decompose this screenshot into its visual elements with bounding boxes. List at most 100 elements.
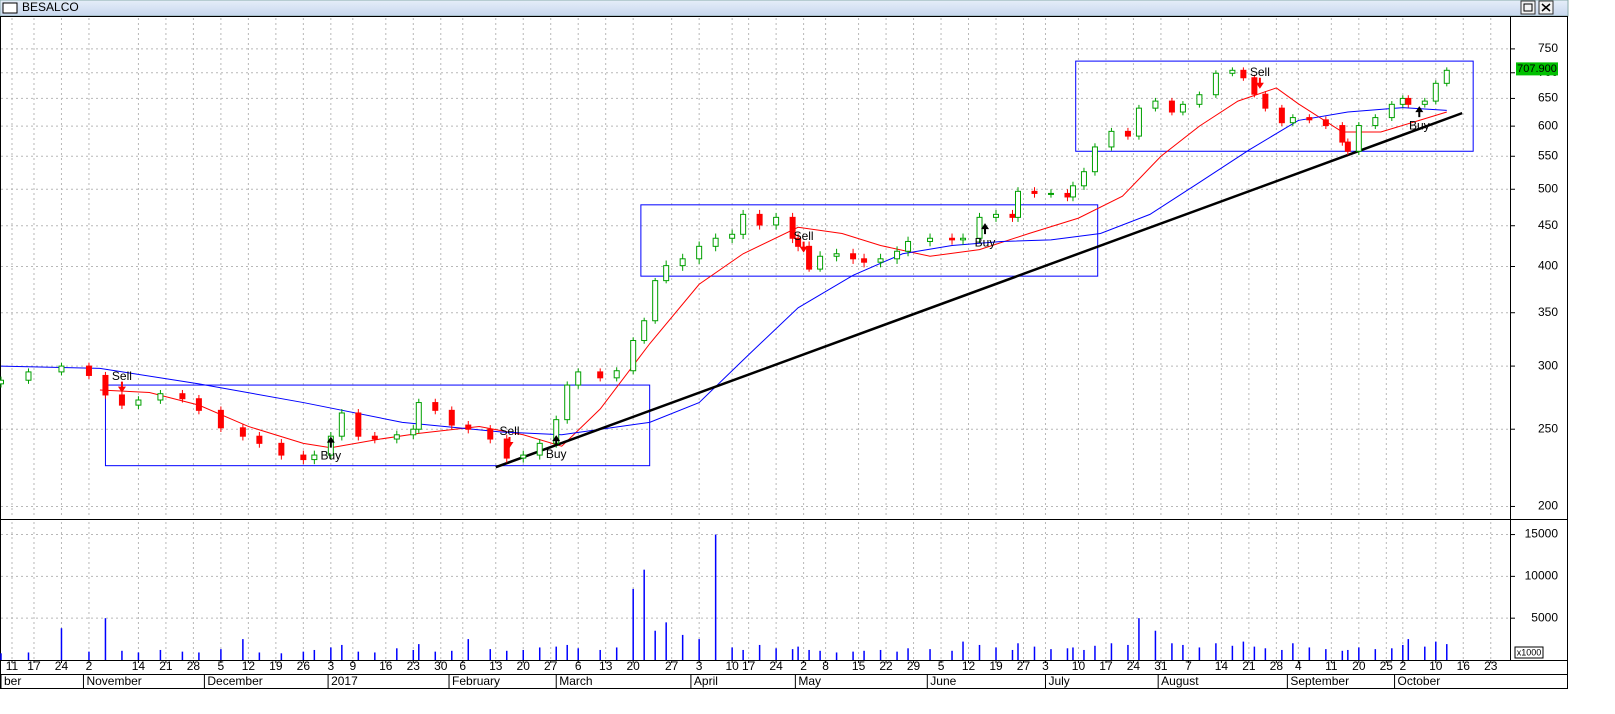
volume-bar bbox=[1231, 645, 1234, 660]
volume-bar bbox=[929, 649, 931, 660]
candle-body bbox=[1240, 69, 1247, 79]
moving-average bbox=[0, 107, 1447, 436]
y-tick-label: 500 bbox=[1538, 181, 1558, 195]
volume-bar bbox=[1127, 644, 1129, 660]
x-tick-label: 10 bbox=[725, 659, 739, 673]
unit-label: x1000 bbox=[1517, 647, 1542, 657]
candle-body bbox=[1355, 125, 1362, 152]
x-tick-label: 12 bbox=[242, 659, 256, 673]
candle-body bbox=[1344, 141, 1351, 152]
candle-body bbox=[1322, 119, 1329, 127]
candle-body bbox=[1229, 69, 1236, 74]
candle-body bbox=[1031, 190, 1038, 194]
x-tick-label: 29 bbox=[907, 659, 921, 673]
last-price-box bbox=[1516, 62, 1558, 76]
candle-body bbox=[1014, 190, 1021, 218]
candle-body bbox=[564, 384, 571, 421]
restore-button[interactable] bbox=[1520, 0, 1536, 15]
volume-bar bbox=[962, 641, 964, 660]
candle-body bbox=[278, 442, 285, 456]
volume-bar bbox=[280, 653, 283, 660]
volume-bar bbox=[879, 649, 882, 660]
x-tick-label: 4 bbox=[1295, 659, 1302, 673]
month-label: June bbox=[930, 674, 956, 688]
candle-body bbox=[1306, 117, 1313, 121]
volume-bar bbox=[522, 649, 524, 660]
candle-body bbox=[338, 412, 345, 437]
volume-bar bbox=[1391, 648, 1393, 660]
candle-body bbox=[861, 258, 868, 263]
candle-body bbox=[613, 370, 620, 379]
y-tick-label: 15000 bbox=[1525, 527, 1559, 541]
month-label: May bbox=[798, 674, 821, 688]
candle-body bbox=[256, 435, 263, 444]
volume-bar bbox=[643, 569, 645, 660]
y-tick-label: 750 bbox=[1538, 41, 1558, 55]
x-tick-label: 16 bbox=[379, 659, 393, 673]
candle-body bbox=[712, 237, 719, 247]
volume-bar bbox=[1407, 639, 1410, 660]
candle-body bbox=[465, 424, 472, 430]
candle-body bbox=[1262, 93, 1269, 109]
candle-body bbox=[575, 371, 582, 386]
title-bar bbox=[0, 0, 1569, 17]
y-tick-label: 550 bbox=[1538, 148, 1558, 162]
candle-body bbox=[1251, 77, 1258, 95]
x-tick-label: 5 bbox=[218, 659, 225, 673]
candle-body bbox=[679, 258, 686, 267]
candle-body bbox=[239, 427, 246, 437]
window-title: BESALCO bbox=[22, 0, 79, 14]
volume-bar bbox=[418, 644, 420, 660]
x-tick-label: 13 bbox=[599, 659, 613, 673]
volume-bar bbox=[137, 652, 140, 660]
candle-body bbox=[949, 237, 956, 241]
volume-bar bbox=[819, 650, 821, 660]
month-label: April bbox=[694, 674, 718, 688]
annotation: Sell bbox=[499, 424, 519, 438]
candle-body bbox=[850, 253, 857, 260]
x-tick-label: 7 bbox=[1185, 659, 1192, 673]
x-tick-label: 21 bbox=[1242, 659, 1256, 673]
month-label: March bbox=[559, 674, 592, 688]
close-icon bbox=[1541, 3, 1551, 12]
x-tick-label: 25 bbox=[1380, 659, 1394, 673]
volume-bar bbox=[1033, 646, 1036, 660]
volume-bar bbox=[1358, 647, 1360, 660]
x-tick-label: 20 bbox=[627, 659, 641, 673]
candle-body bbox=[135, 399, 142, 406]
candle-body bbox=[1405, 97, 1412, 105]
volume-bar bbox=[1182, 644, 1184, 660]
candle-body bbox=[740, 213, 747, 235]
volume-bar bbox=[357, 651, 360, 660]
volume-bar bbox=[555, 646, 557, 660]
candle-body bbox=[696, 245, 703, 260]
x-tick-label: 17 bbox=[27, 659, 41, 673]
volume-bar bbox=[1374, 649, 1377, 660]
x-tick-label: 3 bbox=[327, 659, 334, 673]
x-tick-label: 19 bbox=[989, 659, 1003, 673]
x-tick-label: 24 bbox=[769, 659, 783, 673]
candle-body bbox=[195, 398, 202, 411]
volume-bar bbox=[88, 651, 90, 660]
sell-arrow bbox=[117, 381, 126, 393]
month-label: August bbox=[1161, 674, 1199, 688]
candle-body bbox=[773, 216, 780, 226]
volume-bar bbox=[181, 651, 184, 660]
volume-bar bbox=[412, 649, 415, 660]
volume-bar bbox=[615, 647, 618, 660]
volume-bar bbox=[797, 646, 799, 660]
volume-bar bbox=[1341, 650, 1344, 660]
annotation: Buy bbox=[975, 235, 996, 249]
annotation: Sell bbox=[112, 369, 132, 383]
volume-bar bbox=[1171, 643, 1173, 660]
candle-body bbox=[877, 258, 884, 263]
candle-body bbox=[1289, 117, 1296, 124]
sell-arrow bbox=[505, 436, 514, 448]
y-tick-label: 400 bbox=[1538, 259, 1558, 273]
volume-bar bbox=[1446, 644, 1448, 660]
y-tick-label: 5000 bbox=[1531, 610, 1558, 624]
volume-bar bbox=[1083, 649, 1085, 660]
volume-bar bbox=[1066, 648, 1069, 660]
volume-bar bbox=[1402, 644, 1404, 660]
